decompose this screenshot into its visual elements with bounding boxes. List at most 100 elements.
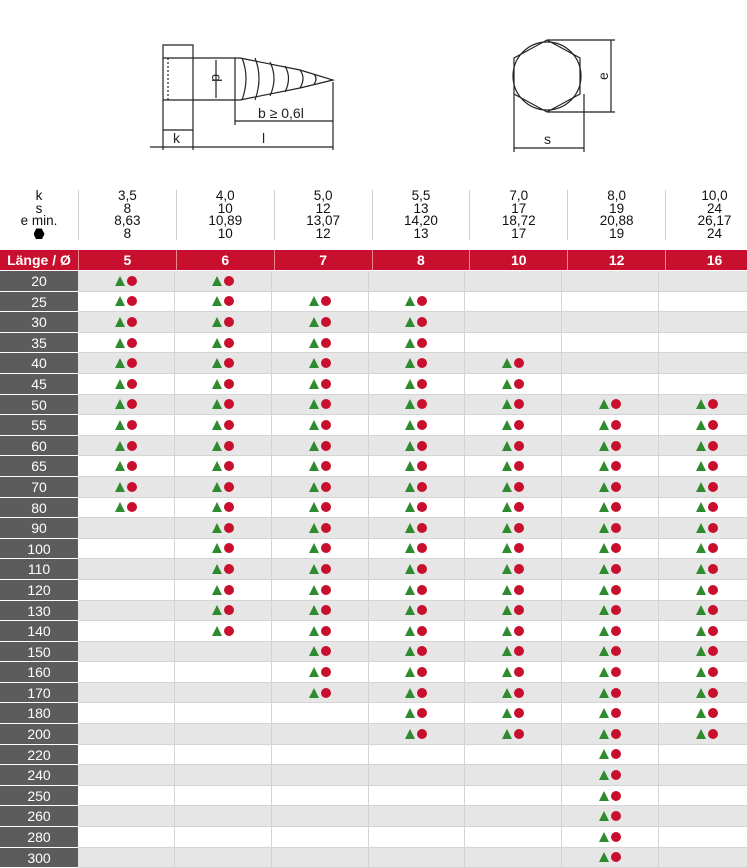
availability-cell bbox=[368, 476, 466, 498]
spec-value: 10 bbox=[177, 202, 275, 215]
circle-icon bbox=[223, 461, 234, 472]
availability-cell bbox=[659, 312, 747, 333]
spec-value: 13 bbox=[373, 227, 471, 240]
triangle-icon bbox=[502, 687, 513, 698]
circle-icon bbox=[320, 316, 331, 327]
availability-cell bbox=[271, 806, 369, 828]
circle-icon bbox=[707, 522, 718, 533]
spec-row: 8 10 12 13 17 19 24 bbox=[0, 227, 747, 241]
circle-icon bbox=[320, 337, 331, 348]
spec-row: s 8 10 12 13 17 19 24 bbox=[0, 202, 747, 215]
availability-cell bbox=[174, 724, 272, 745]
triangle-icon bbox=[211, 440, 222, 451]
triangle-icon bbox=[599, 749, 610, 760]
circle-icon bbox=[223, 296, 234, 307]
spec-value: 24 bbox=[666, 227, 747, 241]
table-row: 30 bbox=[0, 312, 747, 333]
availability-cell bbox=[78, 373, 175, 395]
triangle-icon bbox=[599, 728, 610, 739]
label-k: k bbox=[173, 130, 181, 146]
triangle-icon bbox=[405, 358, 416, 369]
triangle-icon bbox=[502, 543, 513, 554]
availability-cell bbox=[562, 785, 660, 807]
availability-cell bbox=[465, 744, 563, 766]
length-label: 220 bbox=[0, 744, 78, 766]
length-label: 90 bbox=[0, 518, 78, 539]
circle-icon bbox=[707, 461, 718, 472]
spec-value: 14,20 bbox=[373, 214, 471, 228]
table-row: 100 bbox=[0, 538, 747, 560]
availability-cell bbox=[368, 497, 466, 519]
availability-cell bbox=[659, 683, 747, 704]
header-diameter: 10 bbox=[470, 250, 569, 270]
table-row: 45 bbox=[0, 373, 747, 395]
circle-icon bbox=[514, 625, 525, 636]
availability-cell bbox=[174, 559, 272, 580]
triangle-icon bbox=[502, 625, 513, 636]
triangle-icon bbox=[308, 419, 319, 430]
circle-icon bbox=[223, 337, 234, 348]
availability-cell bbox=[271, 476, 369, 498]
circle-icon bbox=[707, 584, 718, 595]
availability-cell bbox=[465, 621, 563, 642]
table-row: 300 bbox=[0, 847, 747, 868]
availability-cell bbox=[659, 580, 747, 601]
length-label: 160 bbox=[0, 662, 78, 683]
label-s: s bbox=[544, 131, 551, 147]
circle-icon bbox=[320, 461, 331, 472]
triangle-icon bbox=[502, 419, 513, 430]
availability-cell bbox=[465, 332, 563, 354]
table-row: 170 bbox=[0, 682, 747, 704]
availability-cell bbox=[659, 539, 747, 560]
triangle-icon bbox=[308, 646, 319, 657]
circle-icon bbox=[126, 358, 137, 369]
availability-cell bbox=[562, 538, 660, 560]
circle-icon bbox=[126, 399, 137, 410]
availability-cell bbox=[659, 642, 747, 663]
availability-cell bbox=[659, 477, 747, 498]
triangle-icon bbox=[599, 522, 610, 533]
triangle-icon bbox=[308, 522, 319, 533]
triangle-icon bbox=[599, 502, 610, 513]
circle-icon bbox=[223, 543, 234, 554]
triangle-icon bbox=[695, 687, 706, 698]
circle-icon bbox=[223, 564, 234, 575]
triangle-icon bbox=[405, 316, 416, 327]
circle-icon bbox=[126, 275, 137, 286]
circle-icon bbox=[320, 543, 331, 554]
availability-cell bbox=[271, 559, 369, 580]
availability-cell bbox=[174, 765, 272, 786]
spec-row: k 3,5 4,0 5,0 5,5 7,0 8,0 10,0 bbox=[0, 189, 747, 203]
table-row: 110 bbox=[0, 559, 747, 580]
length-label: 50 bbox=[0, 394, 78, 416]
availability-cell bbox=[368, 312, 466, 333]
availability-cell bbox=[562, 497, 660, 519]
availability-cell bbox=[271, 682, 369, 704]
availability-cell bbox=[78, 518, 175, 539]
availability-cell bbox=[271, 435, 369, 457]
circle-icon bbox=[223, 522, 234, 533]
availability-cell bbox=[659, 601, 747, 622]
triangle-icon bbox=[695, 667, 706, 678]
availability-cell bbox=[271, 394, 369, 416]
triangle-icon bbox=[599, 481, 610, 492]
triangle-icon bbox=[211, 316, 222, 327]
triangle-icon bbox=[405, 646, 416, 657]
availability-cell bbox=[659, 703, 747, 725]
circle-icon bbox=[417, 584, 428, 595]
availability-cell bbox=[174, 291, 272, 313]
spec-label: k bbox=[0, 189, 79, 203]
triangle-icon bbox=[599, 440, 610, 451]
circle-icon bbox=[126, 440, 137, 451]
header-diameter: 7 bbox=[275, 250, 373, 270]
availability-cell bbox=[465, 703, 563, 725]
availability-cell bbox=[174, 827, 272, 848]
table-row: 50 bbox=[0, 394, 747, 416]
triangle-icon bbox=[405, 461, 416, 472]
availability-cell bbox=[368, 682, 466, 704]
triangle-icon bbox=[599, 687, 610, 698]
availability-cell bbox=[659, 621, 747, 642]
triangle-icon bbox=[599, 646, 610, 657]
availability-cell bbox=[368, 559, 466, 580]
availability-cell bbox=[562, 641, 660, 663]
